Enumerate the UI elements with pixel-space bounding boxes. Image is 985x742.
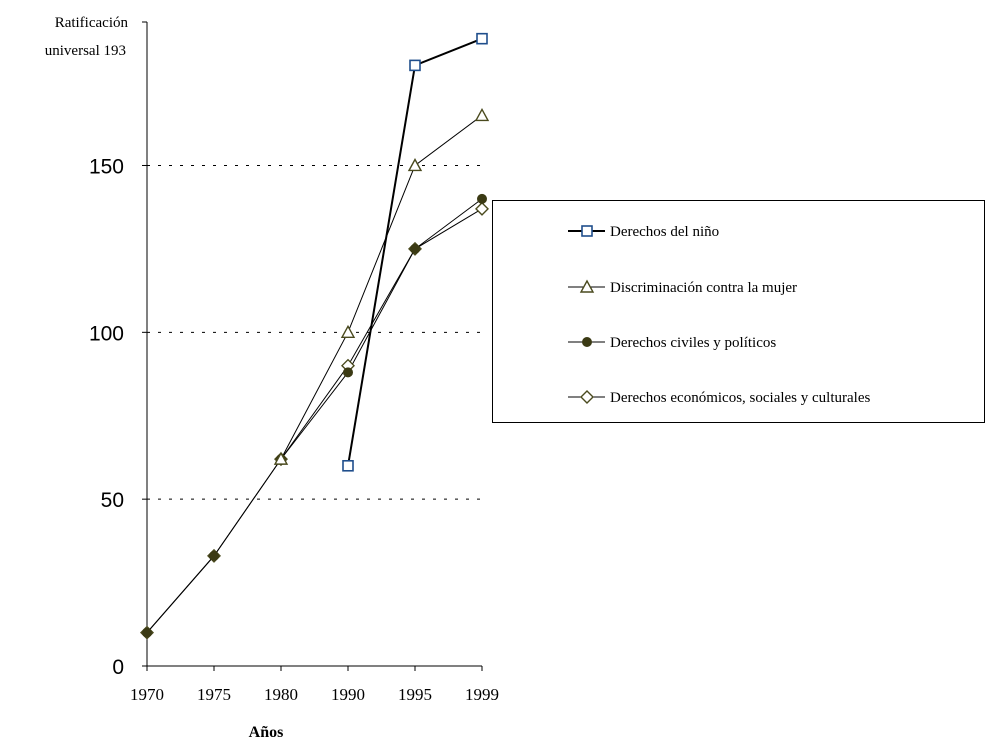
data-point	[343, 367, 353, 378]
data-point	[477, 193, 487, 204]
series-markers	[140, 32, 490, 640]
series-line-3	[146, 208, 483, 633]
x-tick-label: 1995	[398, 685, 432, 704]
x-tick-label: 1980	[264, 685, 298, 704]
x-axis-title: Años	[249, 724, 284, 741]
x-tick-label: 1999	[465, 685, 499, 704]
data-point	[474, 107, 490, 122]
axes	[146, 22, 482, 667]
series-line-1	[280, 115, 483, 460]
y-tick-label: 100	[89, 322, 124, 345]
x-tick-label: 1990	[331, 685, 365, 704]
data-point	[273, 451, 289, 465]
x-tick-label: 1970	[130, 685, 164, 704]
legend-marker-1	[579, 279, 595, 293]
data-point	[342, 459, 354, 472]
legend-label-0: Derechos del niño	[610, 224, 719, 240]
x-ticks: 1970 1975 1980 1990 1995 1999	[130, 666, 499, 704]
legend-label-1: Discriminación contra la mujer	[610, 280, 797, 296]
y-tick-label: 0	[112, 656, 124, 679]
legend-svg: Derechos del niño Discriminación contra l…	[568, 224, 870, 406]
legend-marker-2	[582, 337, 592, 347]
legend-marker-0	[581, 225, 593, 237]
legend: Derechos del niño Discriminación contra l…	[492, 200, 985, 423]
data-point	[476, 32, 488, 45]
data-point	[407, 158, 423, 172]
data-point	[475, 201, 489, 216]
x-tick-label: 1975	[197, 685, 231, 704]
data-point	[142, 627, 152, 638]
data-point	[410, 243, 420, 254]
data-point	[209, 550, 219, 561]
y-ticks: 0 50 100 150	[89, 21, 147, 679]
data-point	[409, 59, 421, 72]
y-tick-label: 150	[89, 155, 124, 178]
legend-marker-3	[580, 390, 594, 404]
y-tick-label: 50	[101, 489, 124, 512]
data-point	[340, 324, 356, 339]
series-lines	[146, 37, 483, 633]
legend-label-3: Derechos económicos, sociales y cultural…	[610, 390, 870, 406]
legend-label-2: Derechos civiles y políticos	[610, 335, 776, 351]
top-label-line2: universal 193	[45, 43, 126, 59]
series-line-2	[146, 198, 483, 633]
top-label-line1: Ratificación	[55, 15, 129, 31]
gridlines	[147, 164, 482, 500]
